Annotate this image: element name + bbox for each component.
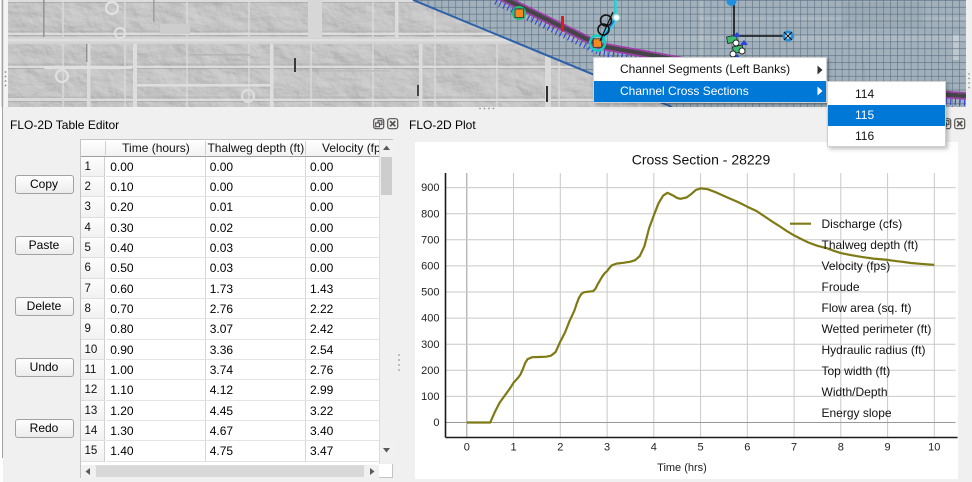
svg-text:1: 1 — [510, 442, 516, 454]
svg-text:Flow area (sq. ft): Flow area (sq. ft) — [822, 301, 912, 315]
svg-text:0: 0 — [433, 417, 439, 429]
svg-text:9: 9 — [885, 442, 891, 454]
svg-text:0: 0 — [464, 442, 470, 454]
svg-text:700: 700 — [421, 234, 439, 246]
svg-text:Hydraulic radius (ft): Hydraulic radius (ft) — [822, 343, 926, 357]
svg-text:Top width (ft): Top width (ft) — [822, 364, 891, 378]
svg-text:8: 8 — [838, 442, 844, 454]
svg-text:4: 4 — [651, 442, 657, 454]
svg-text:Energy slope: Energy slope — [822, 406, 892, 420]
svg-text:Wetted perimeter (ft): Wetted perimeter (ft) — [822, 322, 932, 336]
svg-text:Cross Section - 28229: Cross Section - 28229 — [632, 152, 771, 168]
svg-text:6: 6 — [744, 442, 750, 454]
svg-text:3: 3 — [604, 442, 610, 454]
svg-text:2: 2 — [557, 442, 563, 454]
svg-text:Velocity (fps): Velocity (fps) — [822, 259, 891, 273]
svg-text:Thalweg depth (ft): Thalweg depth (ft) — [822, 238, 919, 252]
svg-text:900: 900 — [421, 182, 439, 194]
svg-text:200: 200 — [421, 365, 439, 377]
svg-text:10: 10 — [928, 442, 940, 454]
svg-text:400: 400 — [421, 313, 439, 325]
svg-text:500: 500 — [421, 287, 439, 299]
svg-text:Width/Depth: Width/Depth — [822, 385, 888, 399]
svg-text:800: 800 — [421, 208, 439, 220]
svg-text:Time (hrs): Time (hrs) — [657, 462, 707, 474]
svg-text:Discharge (cfs): Discharge (cfs) — [822, 217, 903, 231]
svg-text:300: 300 — [421, 339, 439, 351]
svg-text:5: 5 — [698, 442, 704, 454]
svg-text:100: 100 — [421, 391, 439, 403]
svg-text:Froude: Froude — [822, 280, 860, 294]
svg-text:600: 600 — [421, 261, 439, 273]
svg-text:7: 7 — [791, 442, 797, 454]
